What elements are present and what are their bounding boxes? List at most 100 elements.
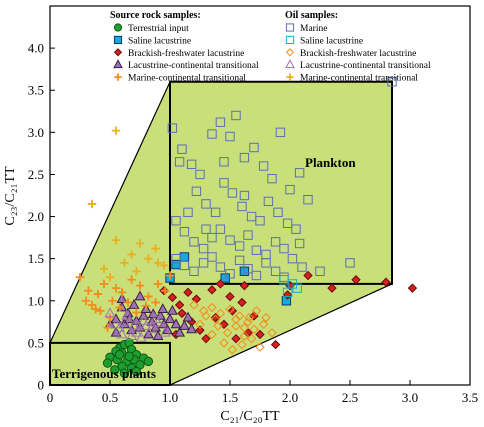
y-tick-label: 0.5 (28, 335, 44, 350)
data-point (165, 271, 175, 280)
data-point (151, 298, 160, 307)
data-point (237, 201, 247, 212)
legend: Source rock samples: Oil samples: Terres… (110, 10, 431, 84)
data-point (131, 366, 142, 377)
data-point (114, 349, 125, 360)
data-point (174, 300, 185, 310)
data-point (255, 329, 265, 340)
ticks-layer: 0 0.5 1.0 1.5 2.0 2.5 3.0 3.5 0 0.5 1.0 1.5 2.0 2.5 3.… (28, 41, 478, 405)
x-tick-label: 2.0 (282, 390, 298, 405)
legend-source-marker (113, 23, 123, 32)
data-point (126, 330, 138, 341)
data-point (381, 277, 391, 287)
legend-oil-entries: Marine Saline lacustrine Brackish-freshwat… (285, 23, 431, 84)
data-point (167, 123, 178, 133)
data-point (177, 144, 187, 154)
data-point (141, 301, 151, 311)
data-point (213, 321, 223, 331)
data-point (189, 266, 199, 277)
data-point (110, 365, 120, 375)
data-point (287, 253, 298, 264)
data-point (75, 272, 85, 282)
legend-source-entries: Terrestrial input Saline lacustrine Bracki… (113, 23, 259, 84)
data-point (178, 320, 190, 330)
x-axis-label: C₂₁/C₂₀TT (220, 409, 280, 424)
data-point (99, 264, 109, 273)
data-point (142, 328, 154, 339)
data-point (108, 296, 117, 305)
data-point (183, 287, 193, 298)
y-tick-label: 2.5 (28, 167, 44, 182)
data-point (239, 152, 250, 163)
legend-source-marker (113, 59, 123, 69)
plankton-region-label: Plankton (305, 155, 356, 170)
data-point (249, 324, 259, 335)
data-point (239, 331, 250, 341)
data-point (267, 173, 277, 184)
data-point (135, 331, 147, 342)
data-point (297, 262, 307, 272)
data-point (263, 196, 274, 207)
data-point (273, 207, 283, 218)
data-point (111, 235, 121, 245)
data-point (291, 224, 301, 234)
data-point (174, 326, 186, 337)
data-point (243, 264, 253, 274)
data-point (201, 311, 211, 321)
data-point (110, 318, 122, 329)
legend-oil-marker (285, 48, 295, 57)
data-point (345, 258, 355, 268)
y-tick-label: 0 (38, 378, 45, 393)
legend-source-label: Brackish-freshwater lacustrine (128, 48, 244, 59)
data-point (96, 306, 105, 316)
data-point (111, 283, 121, 293)
data-point (111, 126, 121, 135)
series-oil-9 (87, 126, 169, 282)
data-point (215, 279, 226, 289)
data-point (171, 216, 181, 226)
data-point (227, 344, 238, 355)
data-point (138, 314, 150, 325)
data-point (162, 324, 174, 335)
y-tick-label: 3.5 (28, 83, 44, 98)
data-point (179, 252, 190, 262)
y-tick-label: 1.0 (28, 293, 44, 308)
data-point (285, 184, 295, 195)
legend-oil-marker (285, 59, 295, 69)
x-tick-label: 1.5 (222, 390, 238, 405)
data-point (234, 241, 245, 251)
legend-oil-label: Marine (300, 24, 327, 34)
data-point (270, 339, 281, 350)
data-point (207, 129, 217, 139)
data-point (215, 308, 226, 319)
data-point (215, 224, 226, 234)
data-point (91, 305, 100, 314)
legend-oil-label: Marine-continental transitional (300, 74, 418, 84)
data-point (135, 281, 145, 290)
data-point (201, 199, 211, 209)
data-point (215, 117, 226, 127)
data-point (174, 157, 185, 167)
y-tick-label: 3.0 (28, 125, 44, 140)
data-point (210, 312, 221, 323)
data-point (157, 303, 169, 314)
data-point (237, 297, 247, 308)
data-point (239, 280, 250, 291)
data-point (251, 245, 262, 255)
legend-source-label: Marine-continental transitional (128, 74, 246, 84)
data-point (159, 326, 171, 337)
data-point (167, 292, 178, 303)
data-point (105, 272, 115, 282)
legend-oil-label: Lacustrine-continental transitional (300, 61, 431, 71)
data-point (270, 237, 281, 247)
data-point (124, 351, 134, 362)
data-point (239, 190, 250, 201)
data-point (189, 300, 199, 310)
data-point (303, 270, 313, 281)
data-point (183, 207, 193, 218)
data-point (215, 262, 226, 272)
data-point (144, 254, 153, 263)
data-point (198, 243, 209, 254)
data-point (143, 356, 154, 367)
data-point (243, 230, 253, 240)
